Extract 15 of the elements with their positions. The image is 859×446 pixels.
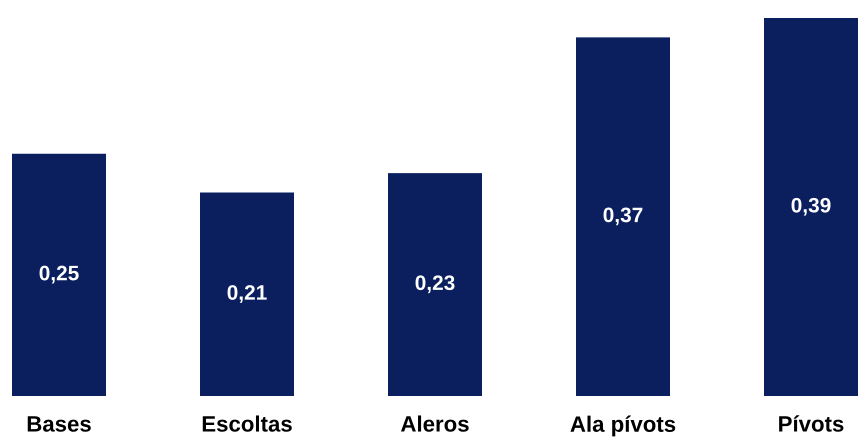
data-label: 0,23: [416, 275, 455, 294]
x-tick-label: Aleros: [400, 415, 469, 432]
data-label: 0,37: [604, 208, 642, 226]
bar: [12, 154, 106, 396]
data-label: 0,21: [228, 285, 267, 303]
x-tick-label: Pívots: [779, 415, 844, 432]
x-tick-label: Ala pívots: [570, 415, 676, 436]
bar: [200, 192, 294, 396]
x-tick-label: Bases: [28, 416, 91, 432]
bar: [764, 18, 858, 396]
data-label: 0,25: [40, 266, 79, 284]
data-label: 0,39: [792, 198, 831, 216]
bar: [388, 173, 482, 396]
x-tick-label: Escoltas: [202, 415, 292, 432]
bar: [576, 37, 670, 396]
